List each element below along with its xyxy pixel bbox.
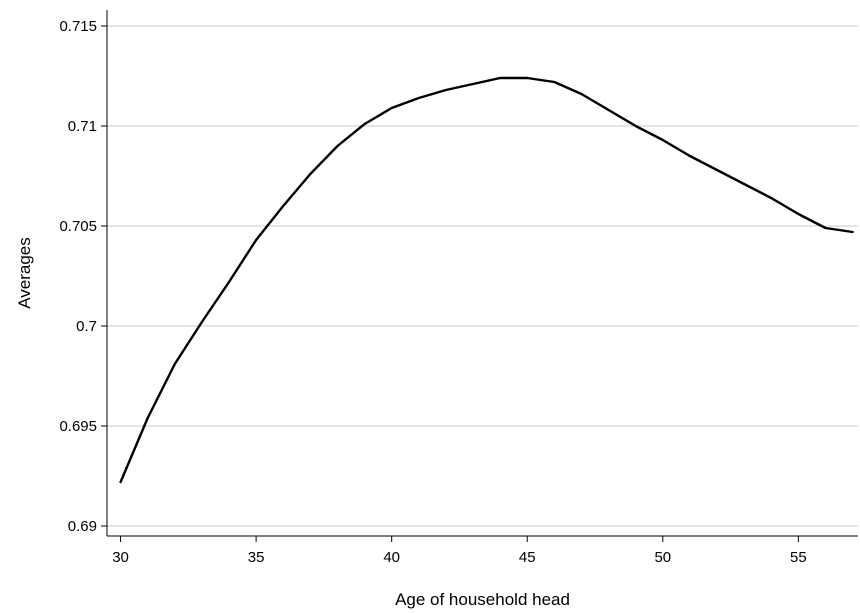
x-ticks: 30 35 40 45 50 55 — [112, 536, 807, 566]
x-axis-title: Age of household head — [395, 590, 570, 609]
series-layer — [119, 76, 854, 484]
y-tick-label: 0.695 — [59, 418, 97, 435]
y-tick-label: 0.705 — [59, 218, 97, 235]
y-tick-label: 0.715 — [59, 18, 97, 35]
series-line — [119, 76, 854, 484]
y-tick-label: 0.71 — [68, 118, 97, 135]
x-tick-label: 55 — [790, 549, 807, 566]
x-tick-label: 50 — [654, 549, 671, 566]
y-tick-label: 0.69 — [68, 518, 97, 535]
y-axis-title: Averages — [15, 237, 34, 309]
x-tick-label: 40 — [383, 549, 400, 566]
x-tick-label: 35 — [248, 549, 265, 566]
y-tick-label: 0.7 — [76, 318, 97, 335]
axes — [106, 10, 858, 537]
y-ticks: 0.69 0.695 0.7 0.705 0.71 0.715 — [59, 18, 107, 535]
x-tick-label: 30 — [112, 549, 129, 566]
grid — [107, 25, 858, 527]
x-tick-label: 45 — [519, 549, 536, 566]
